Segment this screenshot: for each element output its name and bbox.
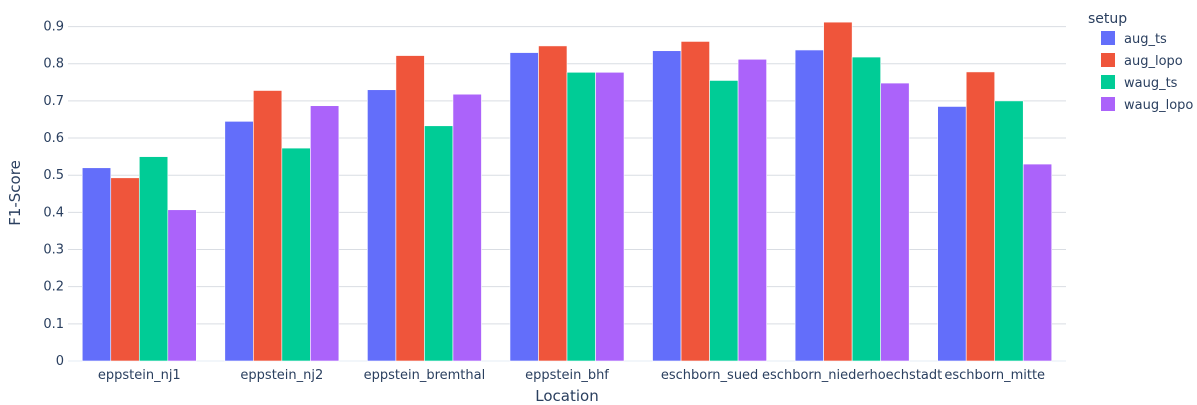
- legend-label-aug_ts[interactable]: aug_ts: [1124, 32, 1167, 47]
- bar-waug_lopo[interactable]: [310, 105, 340, 362]
- bar-waug_lopo[interactable]: [595, 71, 625, 362]
- bar-aug_ts[interactable]: [937, 106, 967, 362]
- y-tick-labels: 0 0.1 0.2 0.3 0.4 0.5 0.6 0.7 0.8 0.9: [43, 20, 64, 369]
- y-tick-label: 0.6: [43, 131, 64, 146]
- legend-swatch-aug_ts[interactable]: [1101, 31, 1115, 45]
- y-tick-label: 0.9: [43, 20, 64, 35]
- bar-waug_lopo[interactable]: [167, 209, 197, 362]
- legend-label-waug_ts[interactable]: waug_ts: [1124, 76, 1178, 91]
- y-tick-label: 0.3: [43, 243, 64, 258]
- bar-aug_ts[interactable]: [652, 50, 682, 362]
- bar-waug_ts[interactable]: [566, 71, 596, 362]
- bar-waug_lopo[interactable]: [880, 82, 910, 362]
- x-tick-label: eschborn_sued: [661, 368, 758, 383]
- bar-aug_lopo[interactable]: [253, 90, 283, 362]
- y-tick-label: 0: [56, 354, 64, 369]
- bar-aug_lopo[interactable]: [965, 71, 996, 362]
- x-tick-label: eppstein_nj2: [240, 368, 323, 383]
- bar-aug_ts[interactable]: [81, 167, 112, 362]
- y-tick-label: 0.7: [43, 94, 64, 109]
- legend: aug_ts aug_lopo waug_ts waug_lopo: [1101, 31, 1193, 113]
- y-tick-label: 0.2: [43, 280, 64, 295]
- bar-aug_ts[interactable]: [509, 52, 539, 362]
- bar-aug_ts[interactable]: [224, 121, 254, 362]
- legend-title: setup: [1088, 11, 1127, 27]
- x-axis-title: Location: [535, 387, 598, 405]
- legend-label-aug_lopo[interactable]: aug_lopo: [1124, 54, 1183, 69]
- x-tick-labels: eppstein_nj1 eppstein_nj2 eppstein_bremtha…: [98, 368, 1045, 383]
- legend-swatch-waug_ts[interactable]: [1101, 75, 1115, 89]
- x-tick-label: eppstein_bhf: [525, 368, 609, 383]
- legend-swatch-waug_lopo[interactable]: [1101, 97, 1115, 111]
- bar-aug_lopo[interactable]: [395, 55, 425, 362]
- bar-waug_ts[interactable]: [138, 156, 169, 362]
- bar-aug_lopo[interactable]: [538, 45, 568, 362]
- x-tick-label: eppstein_bremthal: [364, 368, 486, 383]
- bar-waug_ts[interactable]: [281, 147, 311, 362]
- bar-waug_ts[interactable]: [851, 56, 881, 362]
- bar-waug_ts[interactable]: [709, 80, 739, 362]
- bar-waug_lopo[interactable]: [452, 93, 482, 362]
- bar-aug_lopo[interactable]: [680, 41, 710, 362]
- y-tick-label: 0.4: [43, 205, 64, 220]
- bar-aug_ts[interactable]: [794, 49, 824, 362]
- x-tick-label: eppstein_nj1: [98, 368, 181, 383]
- y-tick-label: 0.5: [43, 168, 64, 183]
- legend-swatch-aug_lopo[interactable]: [1101, 53, 1115, 67]
- bar-aug_lopo[interactable]: [823, 21, 853, 362]
- bar-aug_ts[interactable]: [367, 89, 397, 362]
- bar-waug_ts[interactable]: [424, 125, 454, 362]
- y-axis-title: F1-Score: [6, 160, 24, 226]
- bar-aug_lopo[interactable]: [110, 177, 140, 362]
- legend-label-waug_lopo[interactable]: waug_lopo: [1124, 98, 1193, 113]
- bar-waug_lopo[interactable]: [737, 58, 767, 362]
- x-tick-label: eschborn_niederhoechstadt: [762, 368, 942, 383]
- y-tick-label: 0.1: [43, 317, 64, 332]
- bar-waug_lopo[interactable]: [1022, 163, 1053, 362]
- y-tick-label: 0.8: [43, 57, 64, 72]
- bars: [81, 21, 1053, 362]
- x-tick-label: eschborn_mitte: [944, 368, 1045, 383]
- bar-waug_ts[interactable]: [994, 100, 1024, 362]
